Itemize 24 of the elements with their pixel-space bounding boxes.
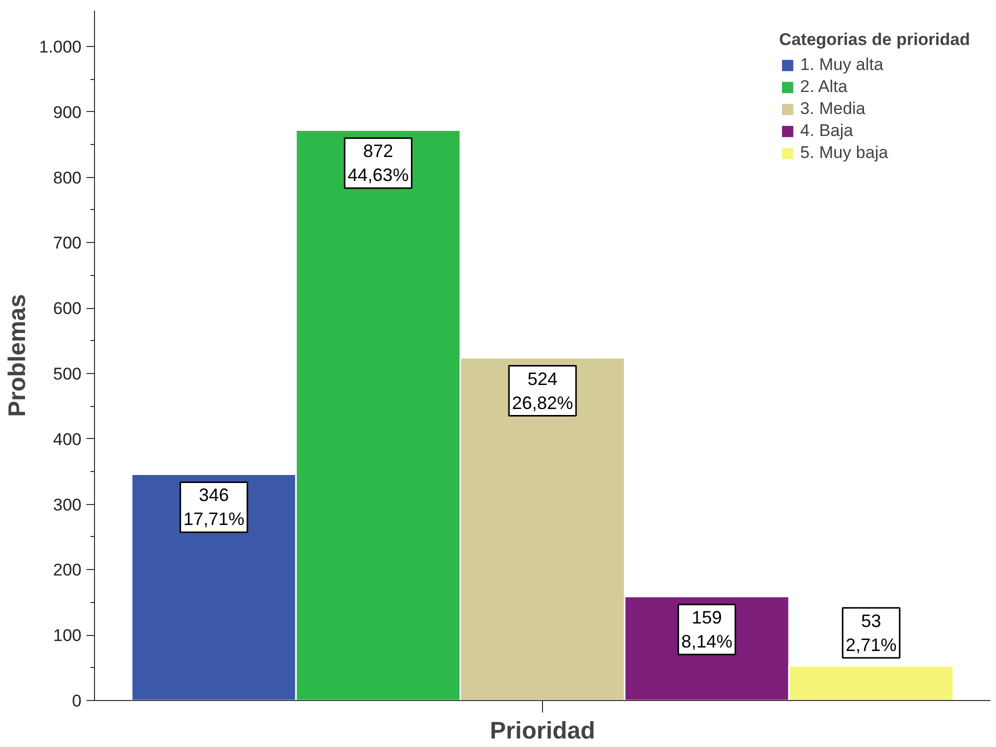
legend-label: 2. Alta bbox=[800, 77, 848, 97]
y-tick-label: 400 bbox=[53, 430, 82, 449]
y-tick-label: 600 bbox=[53, 299, 82, 318]
y-tick-label: 0 bbox=[72, 692, 82, 710]
data-label: 872 44,63% bbox=[348, 141, 409, 186]
y-axis-title: Problemas bbox=[4, 294, 31, 417]
legend-title: Categorias de prioridad bbox=[779, 30, 970, 50]
y-tick-label: 200 bbox=[53, 560, 82, 580]
data-label: 524 26,82% bbox=[512, 368, 574, 413]
y-tick-label: 500 bbox=[53, 364, 82, 384]
y-tick-label: 1.000 bbox=[38, 37, 82, 56]
x-axis-title: Prioridad bbox=[490, 718, 596, 744]
data-label: 346 17,71% bbox=[183, 485, 244, 530]
y-tick-label: 700 bbox=[53, 234, 82, 253]
legend-label: 4. Baja bbox=[800, 121, 854, 141]
data-label: 159 8,14% bbox=[681, 608, 732, 652]
legend-label: 5. Muy baja bbox=[800, 143, 888, 163]
legend-label: 1. Muy alta bbox=[800, 55, 884, 75]
y-tick-label: 100 bbox=[53, 626, 82, 646]
data-label: 53 2,71% bbox=[846, 610, 897, 655]
y-tick-label: 900 bbox=[53, 102, 82, 122]
y-tick-label: 300 bbox=[53, 495, 82, 514]
legend-label: 3. Media bbox=[800, 99, 866, 119]
y-tick-label: 800 bbox=[53, 168, 82, 188]
